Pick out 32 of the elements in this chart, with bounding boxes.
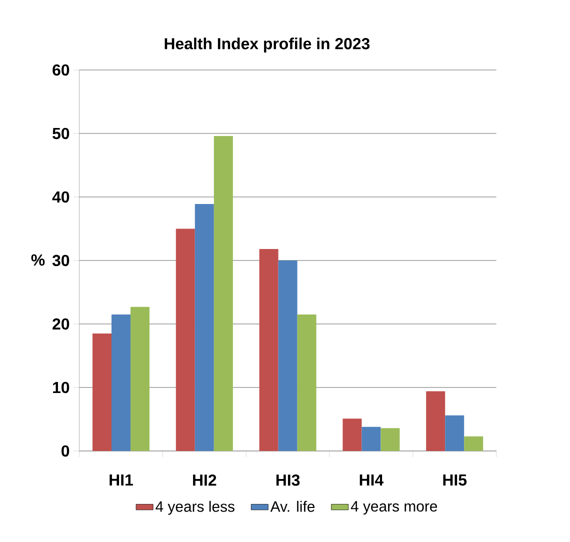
bar — [130, 306, 150, 451]
x-tick-label: HI2 — [193, 474, 216, 486]
y-tick-label: 30 — [52, 254, 70, 266]
y-tick-label: 10 — [53, 382, 70, 394]
bar — [445, 415, 464, 451]
x-tick-label: HI4 — [360, 474, 384, 486]
bar — [112, 314, 131, 451]
y-tick-label: 60 — [52, 64, 70, 76]
bar — [426, 391, 446, 451]
bar — [259, 249, 278, 451]
legend-label: 4 years more — [350, 501, 438, 515]
y-axis-title: % — [31, 254, 45, 266]
bar — [362, 426, 381, 451]
chart-title: Health Index profile in 2023 — [164, 38, 370, 52]
legend-label: 4 years less — [156, 500, 234, 515]
bar — [278, 260, 298, 451]
x-tick-label: HI3 — [276, 474, 300, 486]
bar — [380, 428, 400, 451]
bar — [297, 314, 316, 451]
y-tick-label: 40 — [52, 191, 70, 203]
bar — [194, 204, 214, 451]
bar — [214, 136, 233, 451]
bar — [92, 334, 112, 451]
y-tick-label: 0 — [62, 445, 70, 457]
y-tick-label: 20 — [52, 318, 70, 330]
x-tick-label: HI1 — [110, 474, 133, 486]
y-tick-label: 50 — [52, 128, 70, 140]
x-tick-label: HI5 — [443, 474, 467, 486]
bar — [176, 228, 195, 451]
legend-label: Av. life — [270, 500, 315, 512]
bar — [464, 436, 484, 451]
bar — [342, 418, 362, 451]
